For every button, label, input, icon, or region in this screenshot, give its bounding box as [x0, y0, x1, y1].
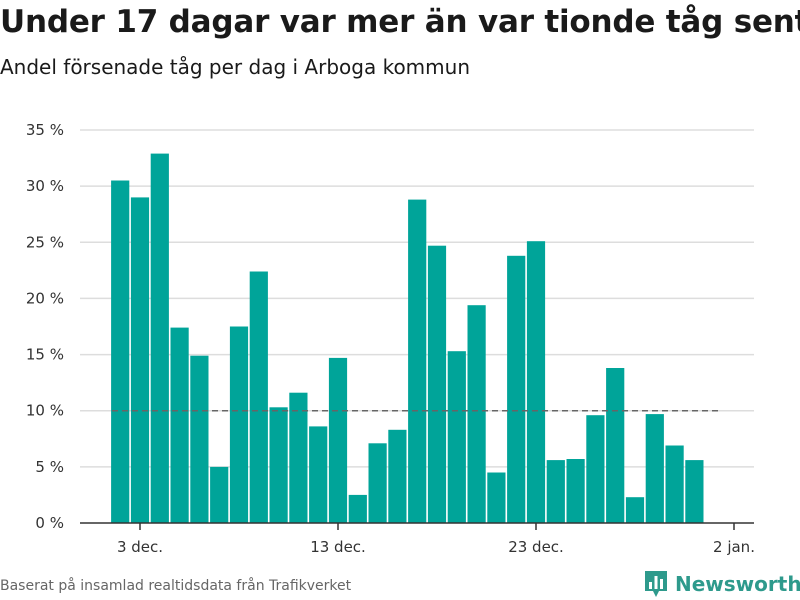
bar: [467, 305, 486, 523]
y-axis-tick-labels: 0 % 5 % 10 % 15 % 20 % 25 % 30 % 35 %: [26, 121, 64, 532]
bar: [427, 245, 447, 523]
y-tick-label: 0 %: [35, 514, 64, 532]
bar: [190, 355, 209, 523]
bar: [328, 357, 348, 523]
y-tick-label: 5 %: [35, 458, 64, 476]
bar: [665, 445, 684, 523]
bar: [645, 414, 664, 523]
bar: [210, 466, 229, 523]
bar: [546, 460, 565, 523]
bar: [526, 241, 546, 523]
x-axis: 3 dec. 13 dec. 23 dec. 2 jan.: [80, 522, 755, 556]
bar: [487, 472, 506, 523]
bar: [685, 460, 704, 523]
bar: [229, 326, 249, 523]
bar: [606, 368, 625, 523]
newsworthy-bar-chart-icon: [645, 571, 667, 597]
bar: [249, 271, 268, 523]
chart-title: Under 17 dagar var mer än var tionde tåg…: [0, 4, 800, 40]
bar: [111, 180, 130, 523]
chart-subtitle: Andel försenade tåg per dag i Arboga kom…: [0, 55, 470, 79]
bar: [150, 153, 169, 523]
bar: [408, 199, 427, 523]
bar: [447, 351, 466, 523]
bar: [368, 443, 387, 523]
bar: [566, 459, 585, 523]
source-note: Baserat på insamlad realtidsdata från Tr…: [0, 578, 352, 594]
y-tick-label: 35 %: [26, 121, 64, 139]
bar: [269, 407, 288, 523]
x-tick-label: 23 dec.: [508, 538, 564, 556]
bar: [309, 426, 328, 523]
x-tick-label: 13 dec.: [310, 538, 366, 556]
y-tick-label: 25 %: [26, 233, 64, 251]
bar: [586, 415, 605, 523]
y-tick-label: 30 %: [26, 177, 64, 195]
bar: [289, 392, 308, 523]
bar: [348, 494, 367, 523]
y-tick-label: 20 %: [26, 289, 64, 307]
y-tick-label: 15 %: [26, 346, 64, 364]
bar: [625, 497, 645, 523]
bar: [388, 429, 407, 523]
bar: [170, 327, 189, 523]
y-tick-label: 10 %: [26, 402, 64, 420]
bars: [111, 153, 704, 524]
x-tick-label: 3 dec.: [117, 538, 163, 556]
brand-logo: Newsworthy: [644, 568, 800, 600]
bar: [130, 197, 150, 523]
brand-name: Newsworthy: [675, 572, 800, 596]
bar: [507, 255, 526, 524]
x-tick-label: 2 jan.: [713, 538, 755, 556]
